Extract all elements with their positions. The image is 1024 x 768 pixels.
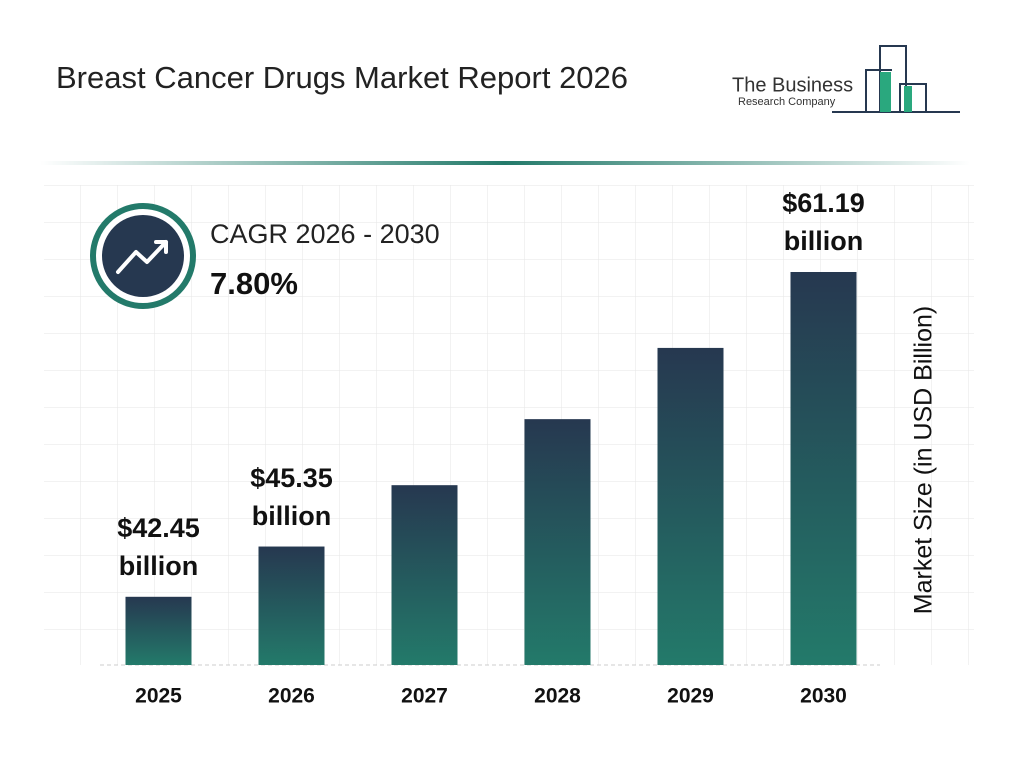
value-label: $45.35 billion (250, 462, 333, 531)
chart-title: Breast Cancer Drugs Market Report 2026 (56, 60, 629, 95)
bar (657, 347, 724, 665)
value-label: $42.45 billion (117, 512, 200, 581)
bar (125, 596, 192, 665)
y-axis-label: Market Size (in USD Billion) (910, 306, 938, 614)
divider (40, 161, 970, 165)
logo: The Business Research Company (732, 45, 960, 113)
value-label: $61.19 billion (782, 188, 865, 256)
x-tick-label: 2026 (268, 685, 315, 708)
cagr-label: CAGR 2026 - 2030 (210, 219, 440, 249)
x-tick-label: 2027 (401, 685, 448, 708)
bar (258, 546, 325, 665)
logo-line2: Research Company (738, 96, 836, 108)
x-tick-label: 2030 (800, 685, 847, 708)
bar (790, 272, 857, 665)
x-tick-label: 2028 (534, 685, 581, 708)
x-tick-label: 2029 (667, 685, 714, 708)
logo-line1: The Business (732, 74, 853, 96)
x-tick-label: 2025 (135, 685, 182, 708)
bar (391, 485, 458, 665)
cagr-arrow (116, 240, 168, 274)
bar (524, 419, 591, 665)
cagr-value: 7.80% (210, 266, 298, 301)
